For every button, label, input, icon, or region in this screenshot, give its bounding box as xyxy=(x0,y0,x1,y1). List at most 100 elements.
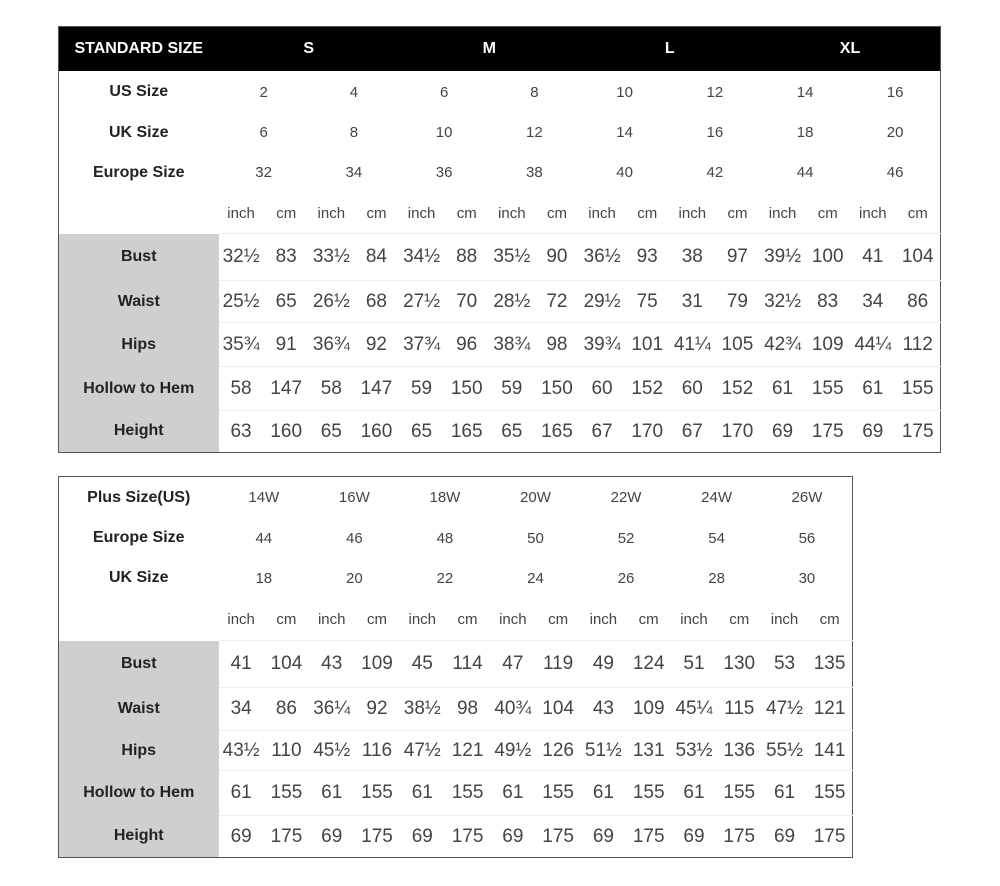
measurement-label: Bust xyxy=(58,640,219,688)
measurement-value: 150 xyxy=(534,366,580,411)
measurement-value: 36¼ xyxy=(309,687,355,731)
measurement-value: 25½ xyxy=(218,280,264,323)
unit-cm: cm xyxy=(637,204,658,222)
measurement-value: 45 xyxy=(399,640,445,688)
unit-cm: cm xyxy=(276,204,297,222)
measurement-value: 43½ xyxy=(218,730,264,771)
unit-row: inch cm inch cm inch cm inch cm inch cm inch cm inch… xyxy=(59,599,853,641)
measurement-value: 155 xyxy=(535,770,581,816)
unit-inch: inch xyxy=(589,610,618,628)
unit-inch: inch xyxy=(408,610,437,628)
measurement-value: 39¾ xyxy=(579,322,625,367)
measurement-value: 63 xyxy=(218,410,264,453)
measurement-value: 55½ xyxy=(761,730,808,771)
measurement-value: 60 xyxy=(579,366,625,411)
measurement-value: 61 xyxy=(490,770,536,816)
measurement-value: 70 xyxy=(444,280,490,323)
measurement-value: 61 xyxy=(671,770,717,816)
size-value: 8 xyxy=(349,124,359,141)
measurement-value: 65 xyxy=(263,280,309,323)
measurement-value: 155 xyxy=(354,770,400,816)
measurement-value: 109 xyxy=(805,322,851,367)
size-value: 4 xyxy=(349,83,359,101)
measurement-value: 37¾ xyxy=(399,322,445,367)
measurement-value: 83 xyxy=(805,280,851,323)
measurement-value: 136 xyxy=(716,730,762,771)
measurement-value: 86 xyxy=(895,280,941,323)
unit-inch: inch xyxy=(227,610,255,628)
measurement-value: 32½ xyxy=(218,233,264,281)
measurement-value: 72 xyxy=(534,280,580,323)
measurement-value: 41¼ xyxy=(669,322,715,367)
row-label: Plus Size(US) xyxy=(87,488,191,506)
size-value: 46 xyxy=(886,164,904,181)
plus-size-table: Plus Size(US) 14W 16W 18W 20W 22W 24W 26W Europe… xyxy=(58,476,853,858)
measurement-value: 126 xyxy=(535,730,581,771)
measurement-value: 58 xyxy=(218,366,264,411)
measurement-label: Hollow to Hem xyxy=(58,770,219,816)
standard-size-table: STANDARD SIZE S M L XL US Size 2 4 6 8 10 12 14 16 UK … xyxy=(58,26,941,453)
measurement-value: 109 xyxy=(354,640,400,688)
measurement-value: 170 xyxy=(624,410,670,453)
measurement-label: Waist xyxy=(58,687,219,731)
measurement-value: 69 xyxy=(580,815,627,858)
size-value: 8 xyxy=(530,83,539,101)
row-label: US Size xyxy=(109,83,169,100)
measurement-label: Bust xyxy=(58,233,219,281)
measurement-value: 155 xyxy=(716,770,762,816)
measurement-value: 152 xyxy=(714,366,760,411)
size-group-s: S xyxy=(218,26,399,71)
measurement-value: 69 xyxy=(218,815,264,858)
unit-cm: cm xyxy=(819,610,840,628)
size-row: Plus Size(US) 14W 16W 18W 20W 22W 24W 26W xyxy=(59,477,853,519)
measurement-value: 26½ xyxy=(308,280,354,323)
size-value: 10 xyxy=(435,124,453,141)
size-value: 46 xyxy=(346,529,363,547)
measurement-value: 67 xyxy=(669,410,715,453)
size-value: 30 xyxy=(798,569,816,587)
measurement-value: 175 xyxy=(444,815,491,858)
measurement-value: 175 xyxy=(354,815,400,858)
size-row: UK Size 6 8 10 12 14 16 18 20 xyxy=(59,114,941,152)
measurement-value: 38 xyxy=(669,233,715,281)
measurement-value: 51 xyxy=(671,640,717,688)
measurement-value: 45½ xyxy=(309,730,355,771)
size-value: 28 xyxy=(708,569,725,587)
measurement-value: 69 xyxy=(761,815,808,858)
size-value: 20W xyxy=(520,489,551,507)
measurement-value: 175 xyxy=(716,815,762,858)
size-value: 22 xyxy=(436,569,454,587)
size-value: 40 xyxy=(616,164,633,181)
measurement-value: 175 xyxy=(807,815,853,858)
unit-cm: cm xyxy=(546,204,567,222)
measurement-value: 75 xyxy=(624,280,670,323)
measurement-value: 47½ xyxy=(399,730,445,771)
unit-inch: inch xyxy=(499,610,527,628)
size-value: 44 xyxy=(255,529,273,547)
measurement-value: 69 xyxy=(399,815,445,858)
measurement-value: 35½ xyxy=(489,233,535,281)
row-label: UK Size xyxy=(108,569,169,586)
measurement-value: 42¾ xyxy=(760,322,806,367)
size-group-xl: XL xyxy=(760,26,941,71)
measurement-value: 112 xyxy=(895,322,941,367)
measurement-value: 53 xyxy=(761,640,808,688)
measurement-value: 39½ xyxy=(760,233,806,281)
measurement-row: Hips 35¾ 91 36¾ 92 37¾ 96 38¾ 98 39¾ 101 41¼ 105 42¾ 1… xyxy=(58,322,941,367)
measurement-row: Bust 32½ 83 33½ 84 34½ 88 35½ 90 36½ 93 38 97 39½ 100 4… xyxy=(58,233,941,281)
unit-cm: cm xyxy=(548,610,569,628)
size-value: 48 xyxy=(436,529,454,547)
size-value: 38 xyxy=(526,164,543,181)
measurement-value: 121 xyxy=(807,687,853,731)
unit-cm: cm xyxy=(727,204,748,222)
size-value: 6 xyxy=(259,124,268,141)
unit-inch: inch xyxy=(227,204,255,222)
size-value: 10 xyxy=(616,83,633,101)
unit-inch: inch xyxy=(317,610,346,628)
size-value: 16 xyxy=(886,83,904,101)
size-value: 18W xyxy=(429,489,461,507)
measurement-value: 41 xyxy=(850,233,896,281)
measurement-value: 27½ xyxy=(399,280,445,323)
measurement-value: 68 xyxy=(353,280,399,323)
size-value: 44 xyxy=(796,164,814,181)
